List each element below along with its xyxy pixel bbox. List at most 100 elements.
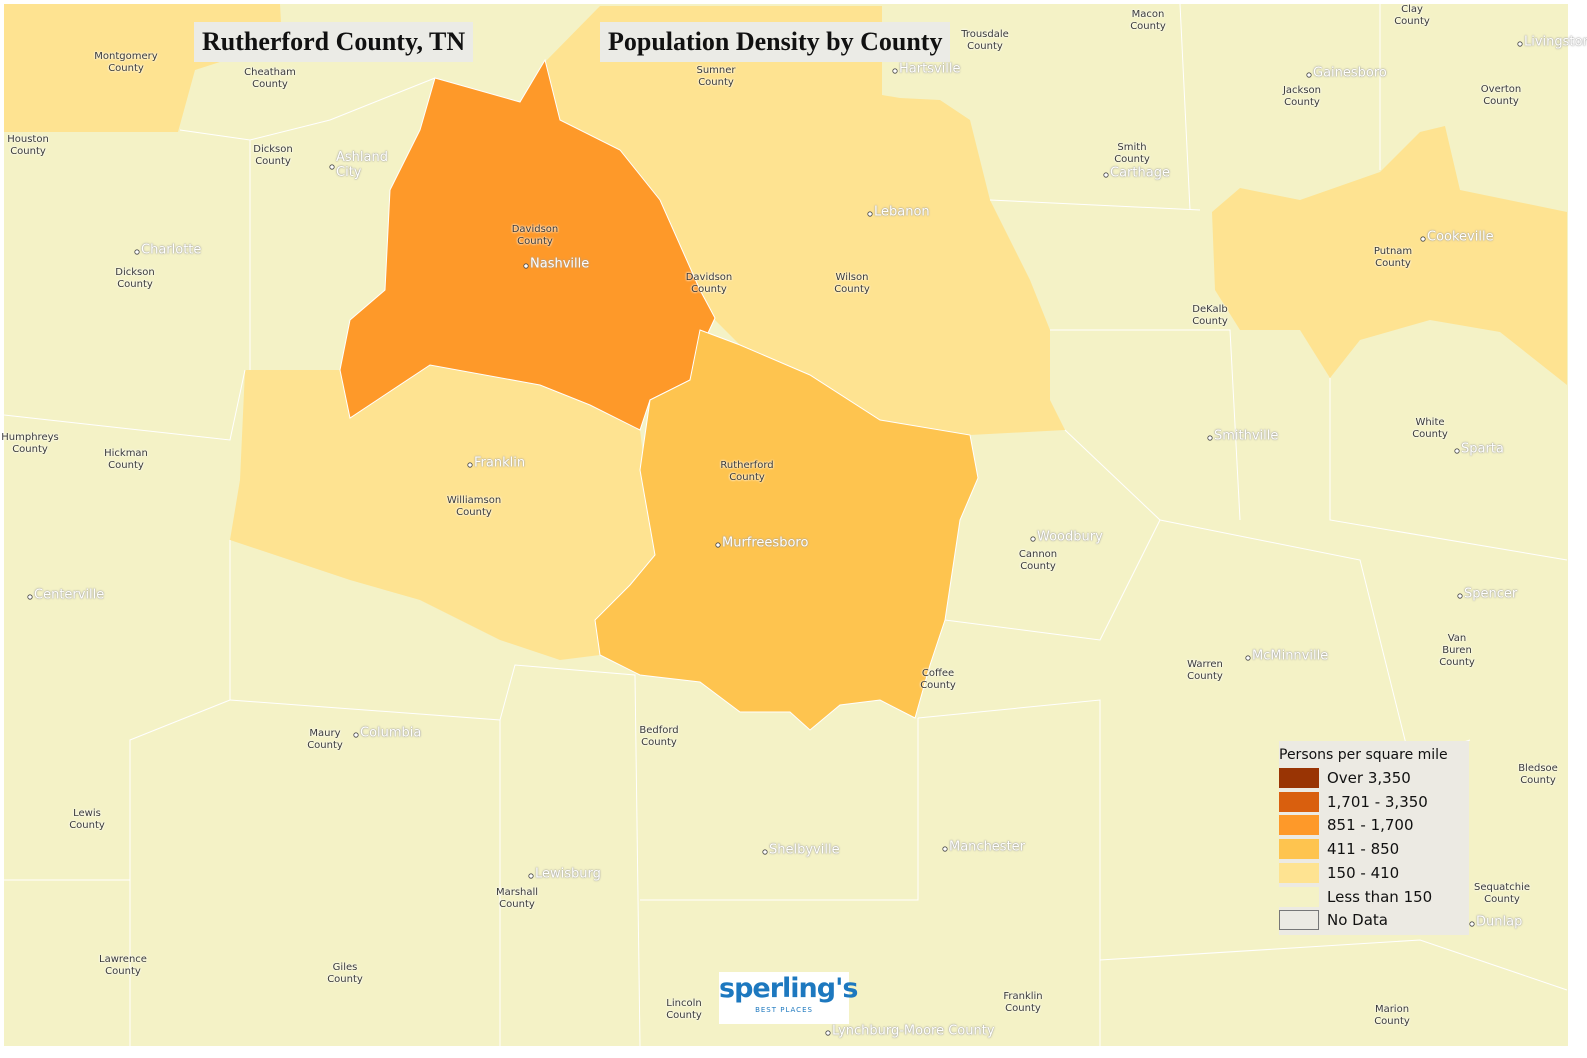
county-label: Marion County <box>1374 1004 1410 1027</box>
city-marker <box>528 873 534 879</box>
city-label: Gainesboro <box>1313 65 1387 81</box>
city-label: Murfreesboro <box>722 535 809 551</box>
city-label: Spencer <box>1464 586 1518 602</box>
county-label: Coffee County <box>920 668 956 691</box>
city-marker <box>942 846 948 852</box>
legend-label: 1,701 - 3,350 <box>1327 792 1428 811</box>
county-label: Bledsoe County <box>1518 763 1558 786</box>
county-label: Giles County <box>327 962 363 985</box>
county-label: Sumner County <box>696 65 736 88</box>
city-label: Smithville <box>1214 428 1279 444</box>
county-label: Marshall County <box>495 887 539 910</box>
city-marker <box>1207 435 1213 441</box>
legend-swatch <box>1279 886 1319 907</box>
logo[interactable]: sperling's BEST PLACES <box>719 972 858 1024</box>
county-label: Smith County <box>1114 142 1150 165</box>
county-label: Sequatchie County <box>1473 882 1531 905</box>
county-label: Hickman County <box>104 448 148 471</box>
logo-name: sperling's <box>719 973 858 1004</box>
city-label: Carthage <box>1110 165 1170 181</box>
legend-label: Over 3,350 <box>1327 769 1411 787</box>
county-label: Cheatham County <box>244 67 296 90</box>
county-label: Maury County <box>307 728 343 751</box>
city-marker <box>892 68 898 74</box>
county-label: Overton County <box>1480 84 1522 107</box>
county-label: Bedford County <box>639 725 679 748</box>
county-label: Montgomery County <box>94 51 158 74</box>
city-label: Lynchburg-Moore County <box>832 1023 995 1039</box>
legend-swatch <box>1279 862 1319 883</box>
city-label: Hartsville <box>899 61 961 77</box>
city-label: Shelbyville <box>769 842 840 858</box>
county-label: Lewis County <box>69 808 105 831</box>
county-label: White County <box>1412 417 1448 440</box>
county-label: Davidson County <box>685 272 733 295</box>
city-label: Lewisburg <box>535 866 601 882</box>
city-label: Manchester <box>949 839 1026 855</box>
city-marker <box>1457 593 1463 599</box>
county-label: DeKalb County <box>1192 304 1228 327</box>
legend-label: Less than 150 <box>1327 887 1433 906</box>
city-marker <box>329 164 335 170</box>
city-marker <box>1454 448 1460 454</box>
legend-label: No Data <box>1327 911 1388 930</box>
legend-swatch <box>1279 910 1319 931</box>
county-label: Dickson County <box>253 144 293 167</box>
county-label: Macon County <box>1130 9 1166 32</box>
city-label: Nashville <box>530 256 590 272</box>
city-marker <box>715 542 721 548</box>
legend-label: 411 - 850 <box>1327 840 1400 859</box>
city-label: McMinnville <box>1252 648 1329 664</box>
county-shape <box>545 6 1065 435</box>
city-label: Lebanon <box>874 204 930 220</box>
city-label: Woodbury <box>1037 529 1103 545</box>
city-marker <box>1306 72 1312 78</box>
city-label: Ashland City <box>336 150 388 180</box>
county-label: Putnam County <box>1373 246 1413 269</box>
map-title: Rutherford County, TN <box>194 22 474 62</box>
city-label: Dunlap <box>1476 914 1523 930</box>
city-label: Cookeville <box>1427 229 1494 245</box>
city-marker <box>762 849 768 855</box>
logo-tagline: BEST PLACES <box>755 1006 813 1014</box>
county-label: Williamson County <box>446 495 502 518</box>
county-label: Warren County <box>1187 659 1223 682</box>
city-marker <box>1469 921 1475 927</box>
county-label: Dickson County <box>115 267 155 290</box>
county-shape <box>1212 126 1567 385</box>
county-label: Humphreys County <box>1 432 59 455</box>
legend-swatch <box>1279 791 1319 812</box>
county-label: Van Buren County <box>1439 633 1475 668</box>
legend-swatch <box>1279 839 1319 860</box>
city-marker <box>1103 172 1109 178</box>
city-marker <box>1420 236 1426 242</box>
city-marker <box>825 1030 831 1036</box>
county-label: Jackson County <box>1282 85 1322 108</box>
county-label: Davidson County <box>511 224 559 247</box>
legend-title: Persons per square mile <box>1279 747 1448 763</box>
city-label: Sparta <box>1461 441 1504 457</box>
county-label: Lincoln County <box>666 998 702 1021</box>
map-subtitle: Population Density by County <box>600 22 951 62</box>
city-label: Livingston <box>1524 34 1587 50</box>
legend-swatch <box>1279 815 1319 836</box>
city-marker <box>353 732 359 738</box>
county-label: Lawrence County <box>99 954 147 977</box>
county-borders <box>4 4 1568 1046</box>
county-label: Houston County <box>7 134 49 157</box>
city-label: Franklin <box>474 455 526 471</box>
city-label: Centerville <box>34 587 105 603</box>
city-marker <box>467 462 473 468</box>
county-label: Franklin County <box>1003 991 1043 1014</box>
county-shape <box>230 365 655 660</box>
county-shape <box>339 58 716 431</box>
county-label: Cannon County <box>1018 549 1058 572</box>
city-marker <box>1245 655 1251 661</box>
legend-label: 150 - 410 <box>1327 863 1400 882</box>
city-label: Columbia <box>360 725 422 741</box>
city-marker <box>27 594 33 600</box>
legend: Persons per square mile Over 3,350 1,701 … <box>1279 741 1469 935</box>
map <box>4 4 1568 1046</box>
legend-swatch <box>1279 768 1319 788</box>
